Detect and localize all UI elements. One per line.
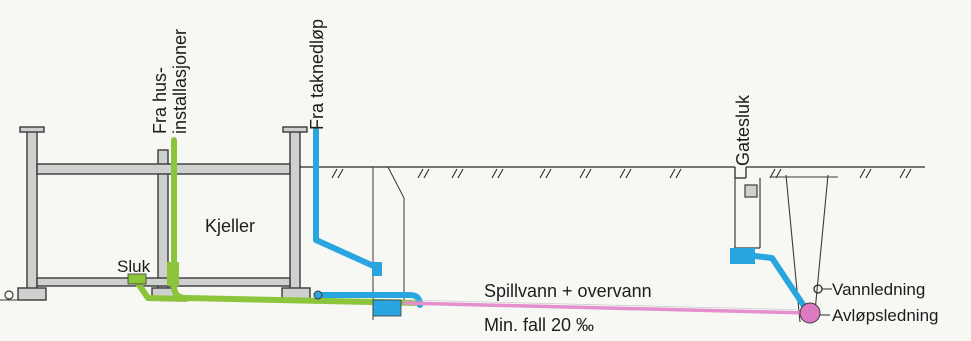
floor-drain-grate [127, 273, 147, 285]
min-fall-label: Min. fall 20 ‰ [484, 315, 594, 335]
fra-taknedlop-label: Fra taknedløp [307, 19, 327, 130]
downpipe-cleanout [313, 290, 323, 300]
floor-slab [36, 163, 291, 175]
right-wall-cap [282, 126, 308, 133]
house-drain-pipe [132, 137, 423, 306]
vannledning-label: Vannledning [832, 280, 925, 299]
combined-sewer-pipe [403, 301, 812, 315]
downpipe-outlet [372, 262, 382, 276]
street-trench [770, 174, 838, 323]
left-footing [17, 287, 47, 301]
left-wall [26, 129, 38, 297]
spillvann-overvann-label: Spillvann + overvann [484, 281, 652, 301]
water-main-symbol [813, 284, 823, 294]
floor-drain [127, 273, 147, 285]
blue-junction-block [372, 299, 402, 317]
gatesluk-label: Gatesluk [733, 94, 753, 166]
gully-pipe [730, 248, 811, 315]
vertical-pipe-fitting [167, 262, 179, 286]
main-sewer-node [799, 302, 821, 324]
left-pipe-symbol [4, 290, 14, 300]
sluk-label: Sluk [117, 257, 151, 276]
basement-floor [36, 277, 291, 287]
building-structure [17, 126, 311, 301]
left-wall-cap [19, 126, 45, 133]
ground-hatching [331, 168, 912, 179]
street-gully [734, 178, 761, 249]
avlopsledning-label: Avløpsledning [832, 306, 938, 325]
fra-hus-label-line1: Fra hus- [150, 67, 170, 134]
right-wall [289, 129, 301, 297]
pipe-outline [404, 299, 811, 311]
ground-surface [300, 166, 925, 179]
fra-hus-label-line2: installasjoner [170, 29, 190, 134]
kjeller-label: Kjeller [205, 216, 255, 236]
